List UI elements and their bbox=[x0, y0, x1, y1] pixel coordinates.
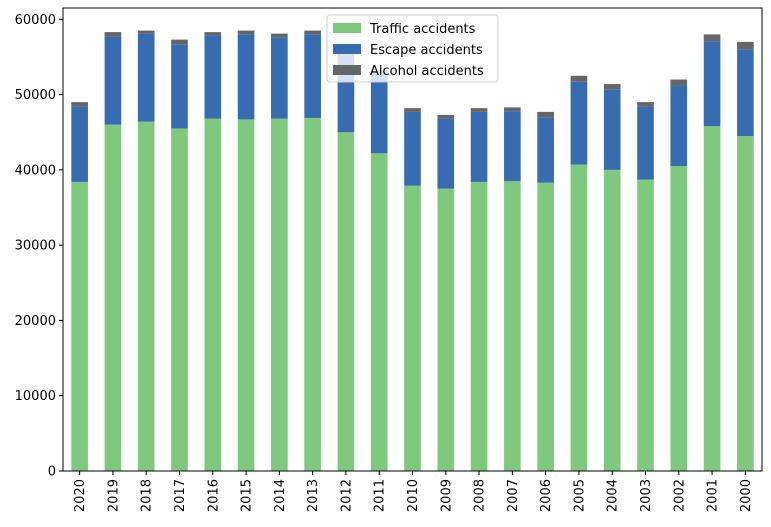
y-tick-label: 30000 bbox=[15, 239, 56, 254]
bar-2004-series-1 bbox=[603, 89, 621, 170]
bar-2016-series-1 bbox=[204, 35, 222, 119]
x-tick-label: 2020 bbox=[73, 479, 88, 512]
y-tick-label: 0 bbox=[48, 465, 56, 480]
legend-box bbox=[326, 14, 499, 83]
bar-2010-series-0 bbox=[404, 185, 421, 472]
y-tick-label: 20000 bbox=[15, 314, 56, 329]
bar-2002-series-2 bbox=[670, 79, 688, 86]
bar-2014-series-0 bbox=[271, 118, 288, 472]
bar-2007-series-0 bbox=[504, 181, 521, 471]
bar-2020-series-0 bbox=[71, 181, 88, 471]
bar-2009-series-1 bbox=[437, 118, 455, 189]
legend-swatch-1 bbox=[333, 44, 361, 54]
x-tick-label: 2003 bbox=[639, 479, 654, 512]
y-tick-label: 40000 bbox=[15, 163, 56, 178]
bar-2006-series-2 bbox=[537, 111, 554, 118]
bar-2007-series-1 bbox=[504, 111, 521, 182]
bar-2000-series-2 bbox=[737, 41, 754, 50]
x-tick-label: 2006 bbox=[539, 479, 554, 512]
bar-2020-series-1 bbox=[71, 106, 88, 182]
bar-2009-series-0 bbox=[437, 188, 455, 471]
x-tick-label: 2002 bbox=[672, 479, 687, 512]
bar-2000-series-1 bbox=[737, 49, 754, 136]
bar-2001-series-0 bbox=[703, 126, 721, 471]
legend-label-0: Traffic accidents bbox=[369, 22, 476, 37]
x-tick-label: 2019 bbox=[106, 479, 121, 512]
bar-2001-series-1 bbox=[703, 41, 721, 127]
bar-2015-series-0 bbox=[237, 119, 255, 472]
bar-2003-series-2 bbox=[637, 102, 654, 107]
bar-2005-series-1 bbox=[570, 81, 588, 165]
bar-2003-series-1 bbox=[637, 106, 654, 180]
bar-2016-series-0 bbox=[204, 118, 222, 472]
bar-2020-series-2 bbox=[71, 102, 88, 107]
x-tick-label: 2000 bbox=[739, 479, 754, 512]
x-tick-label: 2010 bbox=[406, 479, 421, 512]
bar-2019-series-2 bbox=[104, 32, 122, 37]
bar-2009-series-2 bbox=[437, 114, 455, 119]
x-tick-label: 2007 bbox=[506, 479, 521, 512]
bar-2017-series-0 bbox=[171, 128, 188, 471]
x-tick-label: 2018 bbox=[140, 479, 155, 512]
x-tick-label: 2011 bbox=[373, 479, 388, 512]
bar-2013-series-1 bbox=[304, 34, 321, 118]
bar-2008-series-2 bbox=[470, 108, 488, 112]
bar-2017-series-2 bbox=[171, 39, 188, 45]
legend-swatch-0 bbox=[333, 23, 361, 33]
bar-2002-series-0 bbox=[670, 166, 688, 471]
x-tick-label: 2016 bbox=[206, 479, 221, 512]
bar-2010-series-1 bbox=[404, 111, 421, 186]
bar-2006-series-0 bbox=[537, 182, 554, 471]
bar-2003-series-0 bbox=[637, 179, 654, 471]
bar-2008-series-1 bbox=[470, 111, 488, 182]
bar-2018-series-1 bbox=[137, 33, 155, 122]
bar-2011-series-0 bbox=[370, 153, 388, 472]
legend-swatch-2 bbox=[333, 65, 361, 75]
bar-2004-series-0 bbox=[603, 169, 621, 472]
bar-2012-series-0 bbox=[337, 132, 355, 471]
y-tick-label: 10000 bbox=[15, 389, 56, 404]
legend-label-2: Alcohol accidents bbox=[370, 64, 484, 79]
bar-2017-series-1 bbox=[171, 44, 188, 129]
bar-2004-series-2 bbox=[603, 84, 621, 90]
x-tick-label: 2009 bbox=[439, 479, 454, 512]
legend-label-1: Escape accidents bbox=[370, 43, 483, 58]
y-tick-label: 50000 bbox=[15, 88, 56, 103]
bars-group bbox=[71, 30, 754, 472]
bar-2018-series-2 bbox=[137, 30, 155, 34]
bar-2007-series-2 bbox=[504, 107, 521, 112]
bar-2010-series-2 bbox=[404, 108, 421, 112]
bar-2011-series-1 bbox=[370, 73, 388, 154]
bar-2005-series-0 bbox=[570, 164, 588, 471]
x-tick-label: 2001 bbox=[706, 479, 721, 512]
x-tick-label: 2013 bbox=[306, 479, 321, 512]
x-tick-label: 2008 bbox=[473, 479, 488, 512]
x-tick-label: 2017 bbox=[173, 479, 188, 512]
bar-2001-series-2 bbox=[703, 34, 721, 42]
bar-2013-series-2 bbox=[304, 30, 321, 35]
bar-2006-series-1 bbox=[537, 117, 554, 183]
x-tick-label: 2005 bbox=[572, 479, 587, 512]
x-tick-label: 2015 bbox=[240, 479, 255, 512]
bar-2014-series-2 bbox=[271, 33, 288, 38]
bar-2015-series-1 bbox=[237, 34, 255, 120]
bar-2008-series-0 bbox=[470, 181, 488, 471]
bar-2016-series-2 bbox=[204, 32, 222, 36]
x-tick-label: 2012 bbox=[339, 479, 354, 512]
bar-2015-series-2 bbox=[237, 30, 255, 35]
x-tick-label: 2004 bbox=[606, 479, 621, 512]
bar-2018-series-0 bbox=[137, 121, 155, 472]
bar-2019-series-1 bbox=[104, 36, 122, 125]
bar-2019-series-0 bbox=[104, 124, 122, 471]
bar-2013-series-0 bbox=[304, 117, 321, 472]
x-tick-label: 2014 bbox=[273, 479, 288, 512]
bar-2002-series-1 bbox=[670, 85, 688, 167]
bar-2000-series-0 bbox=[737, 135, 754, 472]
y-tick-label: 60000 bbox=[15, 13, 56, 28]
bar-2005-series-2 bbox=[570, 75, 588, 82]
axes-group: 0 10000 20000 30000 40000 50000 60000 2020 2019 2… bbox=[15, 7, 763, 512]
legend: Traffic accidents Escape accidents Alcohol… bbox=[326, 14, 499, 83]
bar-2014-series-1 bbox=[271, 37, 288, 119]
